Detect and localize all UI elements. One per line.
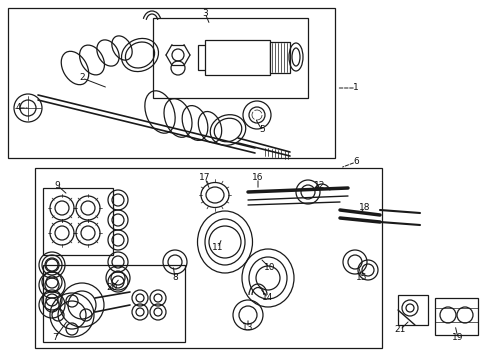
Bar: [204, 40, 269, 75]
Text: 12: 12: [314, 180, 325, 189]
Text: 13: 13: [242, 324, 253, 333]
Text: 17: 17: [199, 174, 210, 183]
Text: 21: 21: [393, 325, 405, 334]
Bar: [434, 298, 477, 335]
Bar: [153, 18, 307, 98]
Text: 5: 5: [259, 126, 264, 135]
Text: 6: 6: [352, 158, 358, 166]
Bar: [8, 8, 334, 158]
Text: 11: 11: [212, 243, 224, 252]
Bar: [397, 295, 427, 325]
Text: 2: 2: [79, 73, 84, 82]
Text: 1: 1: [352, 84, 358, 93]
Text: 4: 4: [15, 104, 21, 112]
Text: 9: 9: [54, 180, 60, 189]
Text: 19: 19: [451, 333, 463, 342]
Bar: [198, 45, 285, 70]
Text: 18: 18: [359, 203, 370, 212]
Text: 3: 3: [202, 9, 207, 18]
Bar: [43, 188, 113, 255]
Text: 14: 14: [262, 293, 273, 302]
Bar: [269, 42, 289, 73]
Text: 8: 8: [172, 274, 178, 283]
Text: 20: 20: [106, 284, 118, 292]
Text: 16: 16: [252, 174, 263, 183]
Bar: [35, 168, 381, 348]
Bar: [43, 265, 184, 342]
Text: 7: 7: [52, 333, 58, 342]
Text: 15: 15: [356, 274, 367, 283]
Text: 10: 10: [264, 264, 275, 273]
